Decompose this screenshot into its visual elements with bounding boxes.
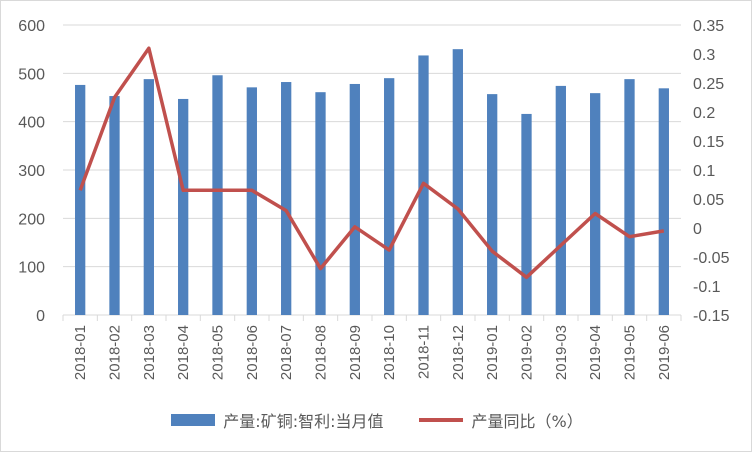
x-tick-label: 2019-02: [519, 325, 536, 380]
y-right-tick-label: 0: [693, 221, 702, 238]
x-tick-label: 2018-09: [347, 325, 364, 380]
legend-label-line: 产量同比（%）: [471, 412, 583, 431]
bar: [521, 113, 532, 315]
y-left-tick-label: 500: [18, 66, 45, 83]
bar: [487, 94, 498, 315]
x-tick-label: 2018-12: [450, 325, 467, 380]
bar: [658, 88, 669, 315]
y-left-tick-label: 100: [18, 260, 45, 277]
bar: [315, 92, 326, 315]
y-right-tick-label: -0.15: [693, 308, 730, 325]
y-right-tick-label: 0.25: [693, 76, 724, 93]
bar: [384, 78, 395, 316]
bar: [555, 85, 566, 316]
x-tick-label: 2018-04: [175, 325, 192, 380]
y-left-tick-label: 400: [18, 115, 45, 132]
bar: [143, 79, 154, 315]
x-tick-label: 2019-06: [656, 325, 673, 380]
x-tick-label: 2018-03: [141, 325, 158, 380]
legend: 产量:矿铜:智利:当月值 产量同比（%）: [1, 403, 752, 437]
y-right-tick-label: 0.15: [693, 134, 724, 151]
bar: [590, 93, 601, 316]
x-tick-label: 2018-01: [72, 325, 89, 380]
y-right-tick-label: 0.05: [693, 192, 724, 209]
y-left-tick-label: 200: [18, 211, 45, 228]
bar: [624, 79, 635, 315]
bar: [349, 83, 360, 315]
legend-item-bars: 产量:矿铜:智利:当月值: [171, 408, 383, 432]
y-left-tick-label: 300: [18, 163, 45, 180]
y-left-tick-label: 600: [18, 18, 45, 35]
bar: [452, 49, 463, 316]
bar: [75, 84, 86, 315]
legend-swatch-bar: [171, 414, 216, 426]
x-tick-label: 2018-06: [244, 325, 261, 380]
bar: [109, 96, 120, 315]
series-line: [78, 46, 665, 280]
bar: [178, 98, 189, 315]
x-tick-label: 2018-02: [107, 325, 124, 380]
bar: [212, 75, 223, 316]
x-tick-label: 2018-05: [210, 325, 227, 380]
bar: [246, 87, 257, 315]
x-tick-label: 2019-04: [587, 325, 604, 380]
x-tick-label: 2018-08: [313, 325, 330, 380]
y-right-tick-label: -0.1: [693, 279, 721, 296]
x-tick-label: 2018-11: [416, 325, 433, 379]
x-tick-label: 2018-07: [278, 325, 295, 380]
x-tick-label: 2019-03: [553, 325, 570, 380]
legend-swatch-line: [419, 418, 464, 422]
x-tick-label: 2018-10: [381, 325, 398, 380]
legend-item-line: 产量同比（%）: [419, 408, 583, 432]
y-right-tick-label: 0.2: [693, 105, 715, 122]
legend-label-bars: 产量:矿铜:智利:当月值: [223, 412, 384, 431]
y-left-tick-label: 0: [36, 308, 45, 325]
x-tick-label: 2019-01: [484, 325, 501, 380]
x-tick-label: 2019-05: [622, 325, 639, 380]
bar: [281, 82, 292, 316]
y-right-tick-label: -0.05: [693, 250, 730, 267]
y-right-tick-label: 0.35: [693, 18, 724, 35]
y-right-tick-label: 0.1: [693, 163, 715, 180]
y-right-tick-label: 0.3: [693, 47, 715, 64]
